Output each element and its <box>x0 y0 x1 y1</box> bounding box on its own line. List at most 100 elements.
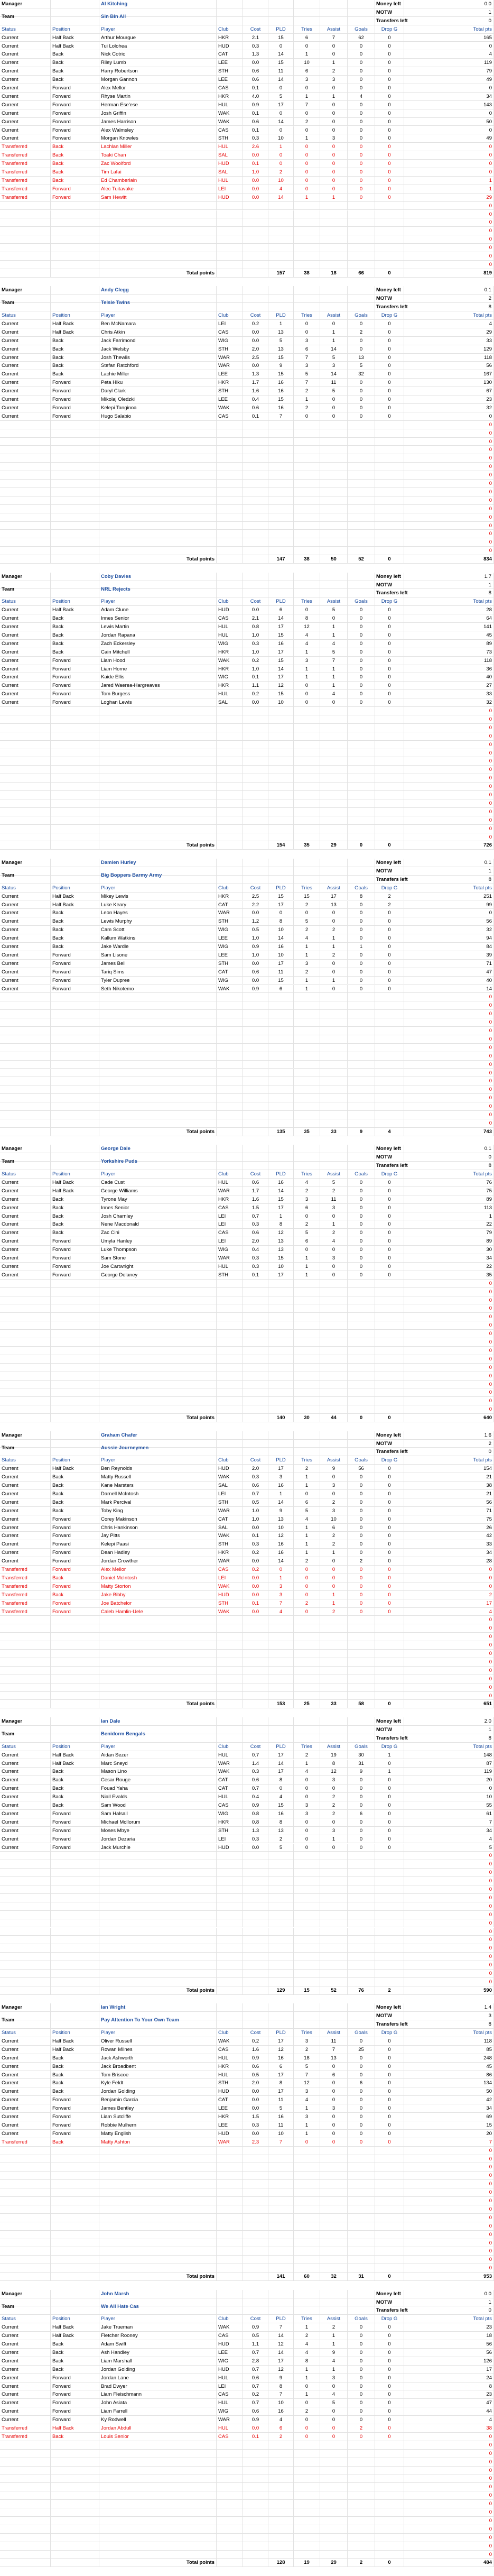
cell <box>294 513 320 521</box>
cell-text: WAK <box>218 986 230 992</box>
cell: Back <box>51 1489 99 1498</box>
cell-text: 0.8 <box>251 1810 259 1817</box>
cell-text: 0 <box>305 1836 309 1842</box>
cell <box>217 1683 243 1691</box>
cell-text: 0 <box>388 1600 391 1606</box>
cell: Back <box>51 1784 99 1793</box>
column-header-row: Status Position Player Club Cost PLD Tries Assi… <box>0 2029 494 2037</box>
cell: 15 <box>294 892 320 900</box>
cell-text: 0 <box>489 1575 492 1581</box>
cell: WAK <box>217 985 243 993</box>
cell: 0 <box>375 1414 404 1422</box>
cell-text: 0.7 <box>251 2366 259 2372</box>
cell-text: 0.6 <box>251 68 259 75</box>
cell <box>99 1439 217 1448</box>
cell: 20 <box>404 2129 494 2138</box>
cell <box>268 1633 294 1641</box>
cell-text: 0 <box>305 1213 309 1219</box>
cell <box>375 1734 404 1742</box>
cell <box>294 2205 320 2213</box>
cell <box>320 252 348 260</box>
cell-text: 0.3 <box>251 2122 259 2128</box>
cell-text: 6 <box>359 2080 363 2086</box>
cell-text: Forward <box>52 1558 71 1565</box>
cell-text: Ben Reynolds <box>101 1466 133 1472</box>
cell-text: HUD <box>218 194 229 200</box>
cell: 56 <box>404 362 494 370</box>
cell-text: Back <box>52 337 64 344</box>
cell <box>243 1355 268 1363</box>
cell <box>217 1944 243 1953</box>
cell-text: 1 <box>305 944 309 950</box>
cell: 7 <box>268 2390 294 2399</box>
cell <box>0 1397 51 1405</box>
cell: 17 <box>268 100 294 109</box>
cell: WAK <box>217 117 243 126</box>
cell <box>51 1094 99 1102</box>
cell <box>375 2155 404 2163</box>
cell: 32 <box>404 698 494 707</box>
total-pts: 0 <box>489 825 492 832</box>
cell: 10 <box>268 1523 294 1532</box>
cell-text: 0 <box>305 85 309 91</box>
cell <box>294 260 320 269</box>
cell: Back <box>51 1229 99 1237</box>
column-header: Club <box>218 1171 229 1177</box>
cell-text: HUL <box>218 1263 229 1269</box>
cell-text: 0 <box>489 110 492 116</box>
manager-name: Coby Davies <box>101 573 132 579</box>
cell: 0 <box>375 2045 404 2054</box>
cell <box>268 1650 294 1658</box>
cell: 1 <box>294 1759 320 1768</box>
cell-text: 3 <box>332 1204 335 1211</box>
cell <box>0 2264 51 2273</box>
cell-text: 0 <box>279 1567 283 1573</box>
cell <box>320 1363 348 1372</box>
cell <box>217 2230 243 2239</box>
cell: Leon Hayes <box>99 909 217 917</box>
cell-text: 1 <box>332 683 335 689</box>
cell-text: CAS <box>218 2333 229 2339</box>
total-value: 0 <box>388 842 391 849</box>
cell: 2 <box>320 1498 348 1506</box>
cell: 0 <box>404 2155 494 2163</box>
cell-text: 0 <box>388 51 391 58</box>
cell-text: 1 <box>332 624 335 630</box>
cell: Cesar Rouge <box>99 1776 217 1784</box>
cell <box>320 1641 348 1650</box>
cell <box>217 824 243 833</box>
cell: Current <box>0 690 51 698</box>
cell: Current <box>0 126 51 134</box>
total-pts: 0 <box>489 1002 492 1009</box>
cell-text: 0 <box>388 1550 391 1556</box>
cell <box>243 2306 268 2315</box>
cell: 17 <box>268 2037 294 2045</box>
cell-text: 1.6 <box>251 388 259 394</box>
cell <box>268 1902 294 1910</box>
cell: Back <box>51 1574 99 1582</box>
cell-text: Forward <box>52 85 71 91</box>
cell <box>99 1919 217 1927</box>
cell: Forward <box>51 2096 99 2104</box>
cell <box>0 715 51 723</box>
cell <box>375 816 404 824</box>
cell-text: Innes Senior <box>101 615 129 622</box>
empty-row: 0 <box>0 252 494 261</box>
cell: 0 <box>404 538 494 547</box>
cell: 4 <box>404 1835 494 1843</box>
cell <box>375 429 404 437</box>
cell: 0 <box>348 395 375 403</box>
cell: 0 <box>404 2197 494 2205</box>
total-pts: 0 <box>489 1280 492 1286</box>
cell: 31 <box>348 1759 375 1768</box>
cell: PLD <box>268 1170 294 1178</box>
cell: 0 <box>375 623 404 631</box>
cell-text: 4 <box>305 632 309 638</box>
cell: 0 <box>294 606 320 614</box>
cell: Current <box>0 1178 51 1186</box>
cell <box>320 1910 348 1919</box>
empty-row: 0 <box>0 1675 494 1683</box>
cell: Current <box>0 336 51 345</box>
cell <box>243 8 268 16</box>
cell-text: 6 <box>305 1204 309 1211</box>
